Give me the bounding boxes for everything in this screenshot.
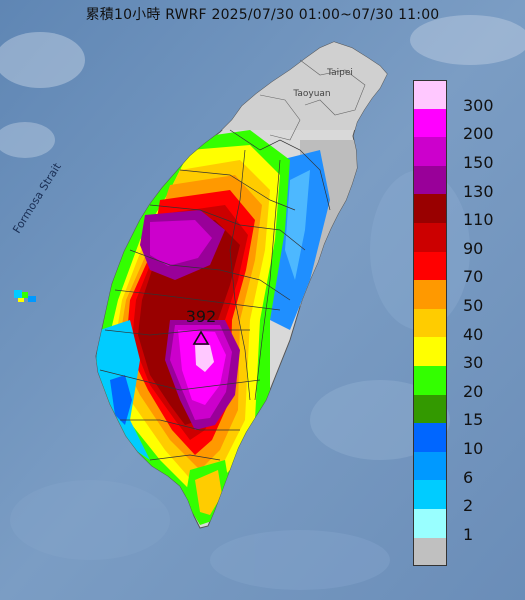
legend-label: 6 <box>463 467 474 487</box>
legend-row: 30 <box>413 337 513 372</box>
legend-row <box>413 537 513 567</box>
legend-row: 110 <box>413 194 513 229</box>
legend-row: 15 <box>413 394 513 429</box>
legend-label: 15 <box>463 410 484 430</box>
legend-label: 300 <box>463 95 494 115</box>
legend-row: 20 <box>413 366 513 401</box>
legend-swatch <box>413 251 447 281</box>
legend: 300 200 150 130 110 90 70 50 40 30 20 15 10 6 2 1 <box>413 80 513 570</box>
legend-label: 30 <box>463 353 484 373</box>
legend-row: 50 <box>413 280 513 315</box>
map-title: 累積10小時 RWRF 2025/07/30 01:00~07/30 11:00 <box>85 7 440 23</box>
legend-row: 1 <box>413 509 513 544</box>
legend-swatch <box>413 423 447 452</box>
legend-row: 70 <box>413 251 513 286</box>
county-boundaries <box>99 129 331 461</box>
legend-row: 6 <box>413 451 513 487</box>
north-detail <box>259 59 366 141</box>
legend-swatch <box>413 280 447 309</box>
legend-row: 200 <box>413 108 513 143</box>
legend-swatch <box>413 308 447 338</box>
legend-row: 10 <box>413 423 513 458</box>
legend-label: 2 <box>463 496 474 516</box>
taipei-label: Taipei <box>326 68 353 78</box>
penghu-islands <box>14 290 36 302</box>
max-value-triangle-icon <box>192 330 210 345</box>
rainfall-shading <box>96 42 387 525</box>
legend-swatch <box>413 223 447 252</box>
legend-swatch <box>413 366 447 395</box>
legend-label: 1 <box>463 524 474 544</box>
legend-row: 90 <box>413 223 513 258</box>
legend-swatch <box>413 194 447 223</box>
legend-swatch <box>413 108 447 138</box>
legend-swatch <box>413 509 447 538</box>
max-value-label: 392 <box>186 307 217 326</box>
legend-row: 300 <box>413 80 513 115</box>
legend-label: 90 <box>463 238 484 258</box>
legend-label: 40 <box>463 324 484 344</box>
legend-label: 50 <box>463 295 484 315</box>
legend-swatch <box>413 137 447 166</box>
legend-row: 150 <box>413 137 513 172</box>
legend-row: 40 <box>413 308 513 344</box>
taoyuan-label: Taoyuan <box>292 89 330 99</box>
legend-label: 130 <box>463 181 494 201</box>
legend-swatch <box>413 480 447 509</box>
legend-label: 110 <box>463 210 494 230</box>
legend-swatch <box>413 394 447 424</box>
legend-row: 130 <box>413 165 513 201</box>
legend-label: 150 <box>463 152 494 172</box>
legend-swatch <box>413 451 447 481</box>
legend-label: 20 <box>463 381 484 401</box>
legend-label: 70 <box>463 267 484 287</box>
legend-swatch <box>413 80 447 109</box>
legend-row: 2 <box>413 480 513 515</box>
legend-label: 200 <box>463 124 494 144</box>
legend-label: 10 <box>463 438 484 458</box>
legend-swatch <box>413 537 447 567</box>
legend-swatch <box>413 165 447 195</box>
legend-swatch <box>413 337 447 366</box>
